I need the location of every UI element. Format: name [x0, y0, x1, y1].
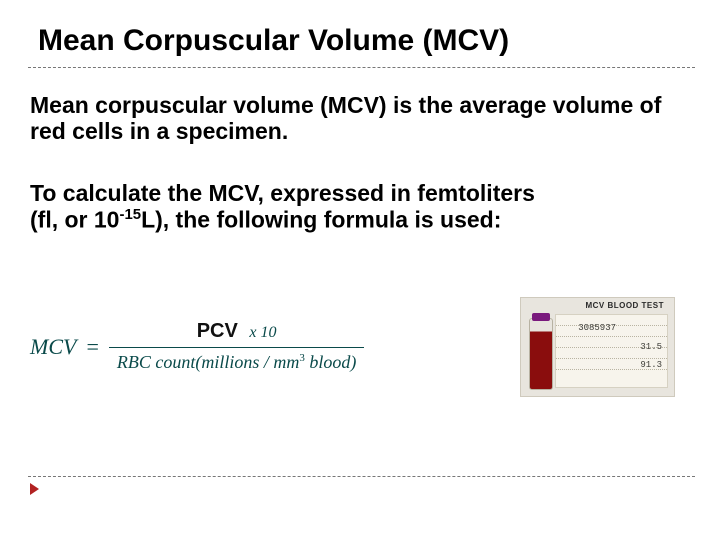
photo-caption: MCV BLOOD TEST: [585, 301, 664, 310]
denominator-text: RBC count(millions / mm: [117, 352, 300, 372]
bullet-arrow-icon: [30, 483, 39, 495]
photo-value: 91.3: [640, 360, 662, 370]
p2-line2-suffix: L), the following formula is used:: [141, 207, 501, 233]
divider-bottom: [28, 476, 695, 477]
mcv-formula: MCV = PCV x 10 RBC count(millions / mm3 …: [30, 320, 364, 373]
photo-value: 3085937: [578, 323, 616, 333]
numerator-main: PCV: [197, 320, 238, 342]
numerator-mult: x 10: [249, 324, 276, 341]
formula-lhs: MCV: [30, 334, 76, 360]
divider-under-title: [28, 67, 695, 68]
p2-line2-prefix: (fl, or 10: [30, 207, 119, 233]
sheet-line: [556, 358, 667, 359]
formula-intro-paragraph: To calculate the MCV, expressed in femto…: [30, 180, 680, 234]
formula-equals: =: [86, 334, 98, 360]
p2-line1: To calculate the MCV, expressed in femto…: [30, 180, 535, 206]
definition-paragraph: Mean corpuscular volume (MCV) is the ave…: [30, 92, 680, 145]
vial-cap: [532, 313, 550, 321]
blood-vial-icon: [529, 318, 553, 390]
sheet-line: [556, 336, 667, 337]
blood-test-photo: MCV BLOOD TEST 3085937 31.5 91.3: [520, 297, 675, 397]
title-block: Mean Corpuscular Volume (MCV): [38, 24, 695, 58]
formula-numerator: PCV x 10: [109, 320, 365, 348]
denominator-tail: blood): [305, 352, 357, 372]
slide: Mean Corpuscular Volume (MCV) Mean corpu…: [0, 0, 720, 540]
p2-exp: -15: [119, 206, 141, 223]
formula-fraction: PCV x 10 RBC count(millions / mm3 blood): [109, 320, 365, 373]
slide-title: Mean Corpuscular Volume (MCV): [38, 24, 695, 58]
formula-denominator: RBC count(millions / mm3 blood): [109, 348, 365, 373]
photo-value: 31.5: [640, 342, 662, 352]
